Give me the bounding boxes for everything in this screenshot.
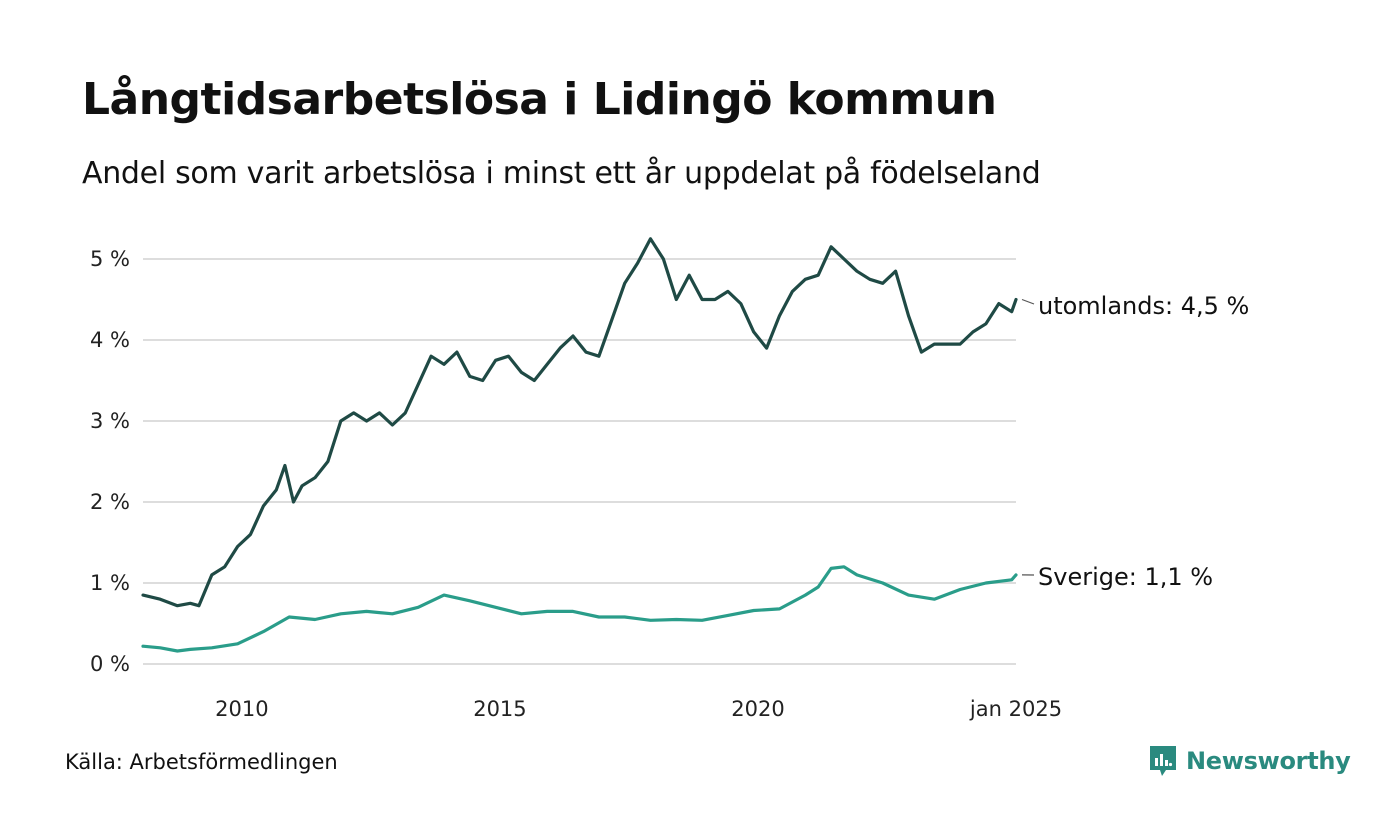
x-tick-label: 2020 bbox=[731, 697, 784, 721]
x-tick-label: 2015 bbox=[473, 697, 526, 721]
series-line-sverige bbox=[141, 565, 1018, 653]
series-end-label: Sverige: 1,1 % bbox=[1038, 563, 1213, 591]
x-axis-ticks: 2010 2015 2020 jan 2025 bbox=[215, 697, 1062, 721]
label-connector bbox=[1021, 298, 1035, 305]
y-tick-label: 2 % bbox=[90, 490, 130, 514]
series-lines bbox=[141, 237, 1018, 653]
chart-subtitle: Andel som varit arbetslösa i minst ett å… bbox=[82, 156, 1041, 191]
y-axis-ticks: 0 % 1 % 2 % 3 % 4 % 5 % bbox=[90, 247, 130, 676]
series-end-label: utomlands: 4,5 % bbox=[1038, 292, 1249, 320]
y-tick-label: 0 % bbox=[90, 652, 130, 676]
x-tick-label: 2010 bbox=[215, 697, 268, 721]
grid-lines bbox=[143, 258, 1016, 665]
chart-title: Långtidsarbetslösa i Lidingö kommun bbox=[82, 74, 997, 125]
y-tick-label: 1 % bbox=[90, 571, 130, 595]
y-tick-label: 3 % bbox=[90, 409, 130, 433]
source-note: Källa: Arbetsförmedlingen bbox=[65, 750, 338, 774]
brand-logo: Newsworthy bbox=[1148, 744, 1351, 778]
brand-name: Newsworthy bbox=[1186, 747, 1351, 775]
x-tick-label: jan 2025 bbox=[969, 697, 1062, 721]
y-tick-label: 4 % bbox=[90, 328, 130, 352]
series-line-utomlands bbox=[141, 237, 1018, 608]
series-end-labels: utomlands: 4,5 % Sverige: 1,1 % bbox=[1021, 292, 1249, 591]
y-tick-label: 5 % bbox=[90, 247, 130, 271]
newsworthy-logo-icon bbox=[1150, 746, 1176, 776]
